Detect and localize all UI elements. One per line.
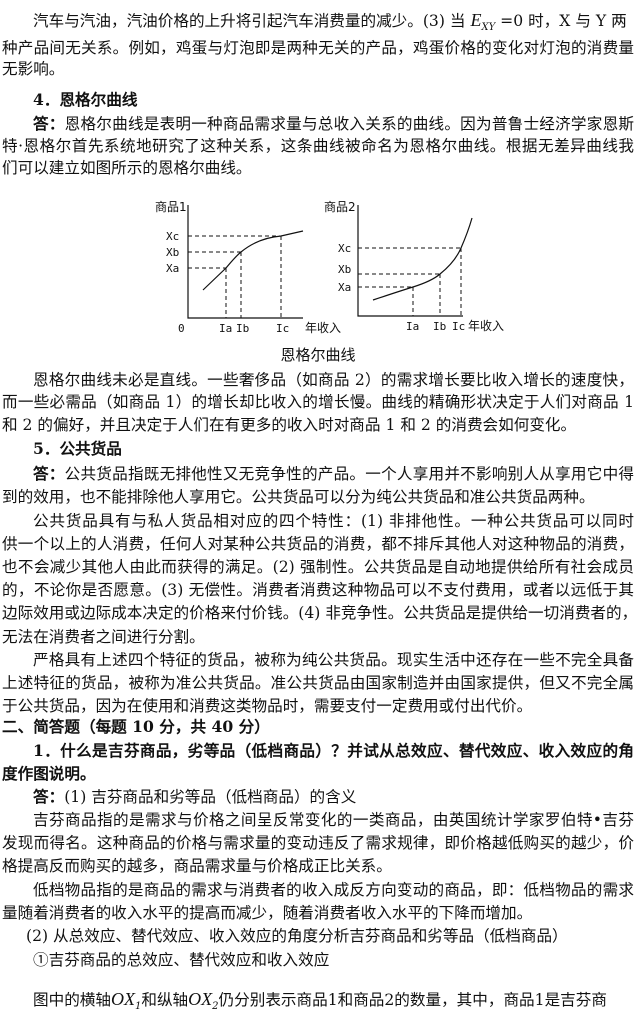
text-line: 量随着消费者的收入水平的提高而减少，随着消费者收入水平的下降而增加。 (2, 904, 533, 922)
text-line: 严格具有上述四个特征的货品，被称为纯公共货品。现实生活中还存在一些不完全具备 (33, 651, 634, 669)
text-line: 无法在消费者之间进行分割。 (2, 628, 205, 646)
text-fragment: =0 时，X 与 Y 两 (500, 12, 627, 30)
left-ylabel: 商品1 (155, 199, 187, 214)
tick-label: Ia (219, 322, 232, 335)
figure-caption: 恩格尔曲线 (280, 346, 356, 364)
origin-label: 0 (178, 322, 185, 335)
text-line: 种产品间无关系。例如，鸡蛋与灯泡即是两种无关的产品，鸡蛋价格的变化对灯泡的消费量 (2, 39, 634, 57)
math-var: OX (110, 989, 135, 1009)
tick-label: Ic (276, 322, 289, 335)
text-line: 的，不论你是否愿意。(3) 无偿性。消费者消费这种物品可以不支付费用，或者以远低… (2, 581, 634, 599)
text-line: 图中的横轴OX1和纵轴OX2仍分别表示商品1和商品2的数量，其中，商品1是吉芬商 (33, 988, 634, 1018)
text-fragment: 公共货品指既无排他性又无竞争性的产品。一个人享用并不影响别人从享用它中得 (64, 465, 634, 483)
text-line: 供一个以上的人消费，任何人对某种公共货品的消费，都不排斥其他人对这种物品的消费， (2, 535, 634, 553)
text-line: 上述特征的货品，被称为准公共货品。准公共货品由国家制造并由国家提供，但又不完全属 (2, 674, 634, 692)
text-line: 于公共货品，因为在使用和消费这类物品时，需要支付一定费用或付出代价。 (2, 697, 533, 715)
text-fragment: 仍分别表示商品1和商品2的数量，其中，商品1是吉芬商 (218, 991, 607, 1009)
text-fragment: 图中的横轴 (33, 991, 111, 1009)
tick-label: Xc (338, 242, 351, 255)
math-subscript: 1 (134, 1001, 142, 1013)
question-title: 1．什么是吉芬商品，劣等品（低档商品）？并试从总效应、替代效应、收入效应的角 (33, 741, 634, 760)
tick-label: Xa (166, 262, 179, 275)
left-curve (202, 230, 304, 291)
text-line: 答：(1) 吉芬商品和劣等品（低档商品）的含义 (33, 786, 634, 808)
text-line: (2) 从总效应、替代效应、收入效应的角度分析吉芬商品和劣等品（低档商品） (26, 927, 568, 945)
math-subscript: XY (481, 22, 496, 34)
right-xlabel: 年收入 (468, 319, 504, 333)
tick-label: Xa (338, 281, 351, 294)
text-line: 也不会减少其他人由此而获得的满足。(2) 强制性。公共货品是自动地提供给所有社会… (2, 558, 634, 576)
section-heading: 5．公共货品 (33, 439, 122, 458)
text-fragment: 恩格尔曲线是表明一种商品需求量与总收入关系的曲线。因为普鲁士经济学家恩斯 (64, 115, 634, 133)
text-line: 特·恩格尔首先系统地研究了这种关系，这条曲线被命名为恩格尔曲线。根据无差异曲线我 (2, 137, 634, 155)
tick-label: Ib (236, 322, 249, 335)
left-xlabel: 年收入 (305, 321, 341, 335)
engel-curve-figure: 商品1 Xc Xb Xa 0 Ia Ib Ic 年收入 商品2 Xc Xb Xa… (155, 199, 504, 335)
left-axes (187, 205, 303, 319)
text-fragment: 和纵轴 (141, 991, 189, 1009)
right-axes (357, 205, 463, 317)
answer-label: 答： (33, 114, 65, 133)
answer-label: 答： (33, 787, 65, 806)
tick-label: Ib (433, 320, 446, 333)
text-line: 吉芬商品指的是需求与价格之间呈反常变化的一类商品，由英国统计学家罗伯特•吉芬 (33, 811, 634, 829)
section-heading: 二、简答题（每题 10 分，共 40 分） (2, 717, 270, 736)
right-ylabel: 商品2 (324, 199, 356, 214)
text-fragment: (1) 吉芬商品和劣等品（低档商品）的含义 (64, 788, 357, 806)
text-line: 答：公共货品指既无排他性又无竞争性的产品。一个人享用并不影响别人从享用它中得 (33, 463, 634, 485)
text-line: 格提高反而购买的越多，商品需求量与价格成正比关系。 (2, 857, 392, 875)
text-line: 而一些必需品（如商品 1）的增长却比收入的增长慢。曲线的精确形状决定于人们对商品… (2, 393, 634, 411)
text-line: 到的效用，也不能排除他人享用它。公共货品可以分为纯公共货品和准公共货品两种。 (2, 488, 595, 506)
text-line: 和 2 的偏好，并且决定于人们在有更多的收入时对商品 1 和 2 的消费会如何变… (2, 416, 577, 434)
text-line: 们可以建立如图所示的恩格尔曲线。 (2, 159, 252, 177)
text-line: 边际效用或边际成本决定的价格来付价钱。(4) 非竞争性。公共货品是提供给一切消费… (2, 604, 636, 622)
math-var: E (470, 10, 482, 30)
text-line: 低档物品指的是商品的需求与消费者的收入成反方向变动的商品，即：低档物品的需求 (33, 881, 634, 899)
answer-label: 答： (33, 464, 65, 483)
text-line: 汽车与汽油，汽油价格的上升将引起汽车消费量的减少。(3) 当 EXY =0 时，… (33, 9, 634, 39)
tick-label: Xb (166, 246, 179, 259)
text-line: ①吉芬商品的总效应、替代效应和收入效应 (33, 951, 330, 969)
section-heading: 4．恩格尔曲线 (33, 90, 138, 109)
right-curve (372, 217, 473, 301)
math-subscript: 2 (212, 1001, 219, 1013)
tick-label: Xb (338, 263, 351, 276)
tick-label: Ia (406, 320, 419, 333)
text-line: 恩格尔曲线未必是直线。一些奢侈品（如商品 2）的需求增长要比收入增长的速度快， (33, 371, 634, 389)
text-line: 公共货品具有与私人货品相对应的四个特性：(1) 非排他性。一种公共货品可以同时 (33, 512, 634, 530)
text-line: 无影响。 (2, 60, 65, 78)
math-var: OX (188, 989, 213, 1009)
tick-label: Ic (452, 320, 465, 333)
question-title: 度作图说明。 (2, 764, 96, 783)
tick-label: Xc (166, 230, 179, 243)
text-line: 答：恩格尔曲线是表明一种商品需求量与总收入关系的曲线。因为普鲁士经济学家恩斯 (33, 113, 634, 135)
text-fragment: 汽车与汽油，汽油价格的上升将引起汽车消费量的减少。(3) 当 (33, 12, 466, 30)
text-line: 发现而得名。这种商品的价格与需求量的变动违反了需求规律，即价格越低购买的越少，价 (2, 834, 634, 852)
